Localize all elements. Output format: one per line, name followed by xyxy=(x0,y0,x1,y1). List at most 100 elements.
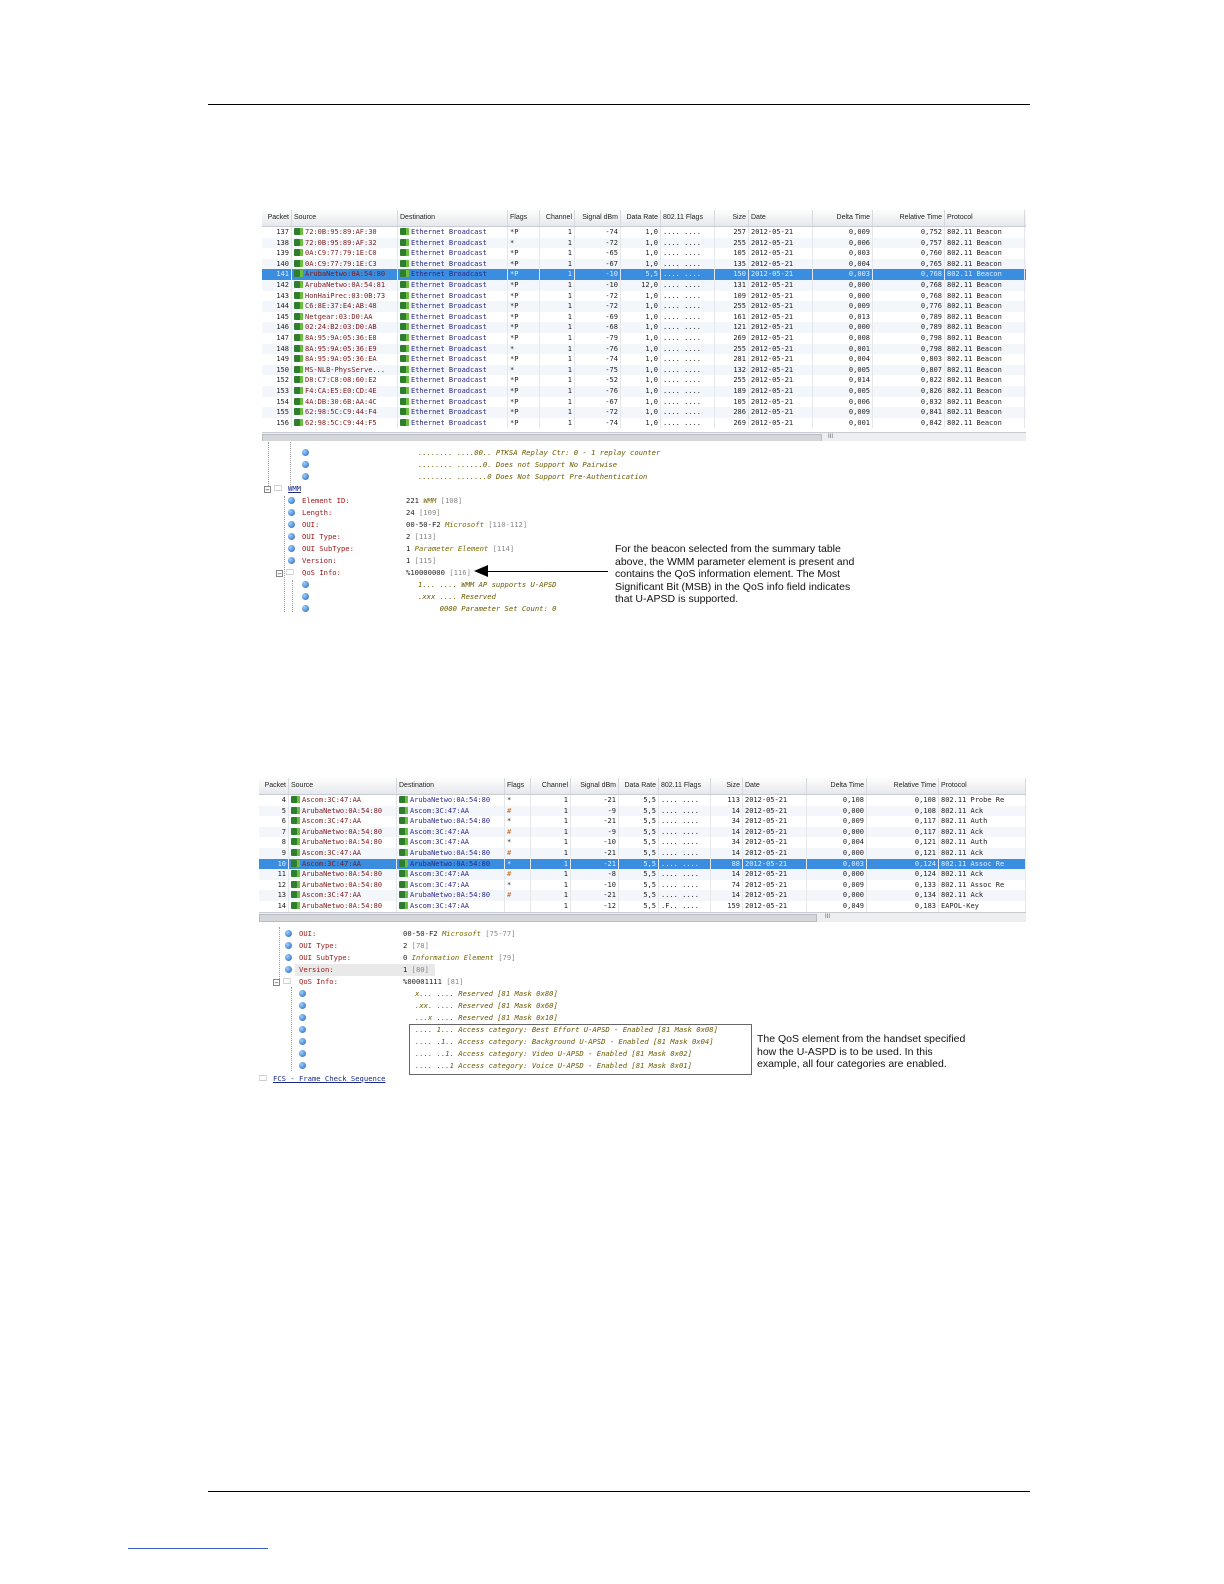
tree-group-fcs[interactable]: 🗀 FCS - Frame Check Sequence xyxy=(259,1073,559,1085)
table-row[interactable]: 13 Ascom:3C:47:AA ArubaNetwo:0A:54:80 #1 -21… xyxy=(259,890,1026,901)
column-header-flags[interactable]: Flags xyxy=(508,210,540,226)
column-header-date[interactable]: Date xyxy=(749,210,813,226)
packet-list-beacons[interactable]: Packet Source Destination Flags Channel Signa… xyxy=(262,210,1026,441)
footer-link-underline[interactable] xyxy=(128,1548,268,1549)
table-row[interactable]: 140 0A:C9:77:79:1E:C3 Ethernet Broadcast *P… xyxy=(262,258,1026,270)
table-row[interactable]: 14 ArubaNetwo:0A:54:80 Ascom:3C:47:AA 1 -12 5… xyxy=(259,901,1026,912)
column-header-flags-80211[interactable]: 802.11 Flags xyxy=(661,210,715,226)
column-header-source[interactable]: Source xyxy=(289,778,397,794)
table-row[interactable]: 143 HonHaiPrec:03:0B:73 Ethernet Broadcast… xyxy=(262,290,1026,302)
horizontal-scrollbar[interactable]: III xyxy=(259,912,1026,922)
column-header-packet[interactable]: Packet xyxy=(259,778,289,794)
column-header-delta[interactable]: Delta Time xyxy=(807,778,867,794)
cell-destination: Ascom:3C:47:AA xyxy=(397,837,505,848)
tree-field[interactable]: OUI SubType: 0 Information Element [79] xyxy=(259,952,999,964)
table-row[interactable]: 5 ArubaNetwo:0A:54:80 Ascom:3C:47:AA #1 -9 5,… xyxy=(259,805,1026,817)
cell-size: 105 xyxy=(715,396,749,408)
column-header-relative[interactable]: Relative Time xyxy=(873,210,945,226)
table-row[interactable]: 149 8A:95:9A:05:36:EA Ethernet Broadcast *P… xyxy=(262,354,1026,365)
tree-group-wmm[interactable]: − 🗀 WMM xyxy=(262,483,462,495)
table-row[interactable]: 147 8A:95:9A:05:36:E8 Ethernet Broadcast *P… xyxy=(262,333,1026,344)
field-offset: [110-112] xyxy=(488,520,528,529)
collapse-icon[interactable]: − xyxy=(264,486,271,494)
column-header-flags-80211[interactable]: 802.11 Flags xyxy=(659,778,711,794)
table-row[interactable]: 153 F4:CA:E5:E0:CD:4E Ethernet Broadcast *P… xyxy=(262,386,1026,397)
column-header-protocol[interactable]: Protocol xyxy=(945,210,1025,226)
tree-field[interactable]: Element ID: 221 WMM [108] xyxy=(262,495,1002,507)
collapse-icon[interactable]: − xyxy=(273,979,280,987)
tree-field[interactable]: OUI: 00-50-F2 Microsoft [75-77] xyxy=(259,928,999,940)
tree-field[interactable]: − 🗀 QoS Info: %10000000 [116] xyxy=(262,567,1002,579)
column-header-packet[interactable]: Packet xyxy=(262,210,292,226)
tree-field[interactable]: OUI Type: 2 [113] xyxy=(262,531,1002,543)
cell-destination: Ascom:3C:47:AA xyxy=(397,901,505,912)
collapse-icon[interactable]: − xyxy=(276,570,283,578)
table-row[interactable]: 11 ArubaNetwo:0A:54:80 Ascom:3C:47:AA #1 -8 5… xyxy=(259,869,1026,880)
column-header-delta[interactable]: Delta Time xyxy=(813,210,873,226)
table-row[interactable]: 146 02:24:B2:03:D0:AB Ethernet Broadcast *P… xyxy=(262,322,1026,333)
table-row[interactable]: 6 Ascom:3C:47:AA ArubaNetwo:0A:54:80 * 1 -21 5… xyxy=(259,816,1026,827)
table-row[interactable]: 142 ArubaNetwo:0A:54:81 Ethernet Broadcast… xyxy=(262,280,1026,291)
tree-field[interactable]: − 🗀 QoS Info: %00001111 [81] xyxy=(259,976,999,988)
cell-date: 2012-05-21 xyxy=(749,407,813,418)
table-row[interactable]: 141 ArubaNetwo:0A:54:80 Ethernet Broadcast… xyxy=(262,269,1026,280)
cell-source: ArubaNetwo:0A:54:80 xyxy=(289,869,397,880)
column-header-size[interactable]: Size xyxy=(711,778,743,794)
table-row[interactable]: 144 C6:8E:37:E4:AB:48 Ethernet Broadcast *P… xyxy=(262,301,1026,312)
cell-flags-80211: .... .... xyxy=(661,311,715,323)
table-row[interactable]: 9 Ascom:3C:47:AA ArubaNetwo:0A:54:80 #1 -21 5… xyxy=(259,848,1026,859)
cell-destination: Ethernet Broadcast xyxy=(398,407,508,418)
tree-field[interactable]: Length: 24 [109] xyxy=(262,507,1002,519)
column-header-source[interactable]: Source xyxy=(292,210,398,226)
table-row[interactable]: 137 72:0B:95:89:AF:30 Ethernet Broadcast *P… xyxy=(262,227,1026,238)
table-row[interactable]: 155 62:98:5C:C9:44:F4 Ethernet Broadcast *P… xyxy=(262,407,1026,418)
table-row[interactable]: 150 MS-NLB-PhysServe... Ethernet Broadcast… xyxy=(262,364,1026,376)
table-row[interactable]: 152 D8:C7:C8:08:60:E2 Ethernet Broadcast *P… xyxy=(262,375,1026,386)
tree-field[interactable]: OUI SubType: 1 Parameter Element [114] xyxy=(262,543,1002,555)
horizontal-scrollbar[interactable]: III xyxy=(262,432,1026,441)
tree-field[interactable]: OUI Type: 2 [78] xyxy=(259,940,999,952)
decode-tree-qos[interactable]: OUI: 00-50-F2 Microsoft [75-77] OUI Type: 2… xyxy=(259,927,1026,1087)
table-row[interactable]: 145 Netgear:03:D0:AA Ethernet Broadcast *P 1… xyxy=(262,311,1026,323)
bit-line: ........ ......0. Does not Support No Pa… xyxy=(262,459,1022,471)
table-row[interactable]: 7 ArubaNetwo:0A:54:80 Ascom:3C:47:AA #1 -9 5,… xyxy=(259,826,1026,838)
column-header-channel[interactable]: Channel xyxy=(531,778,571,794)
table-row[interactable]: 12 ArubaNetwo:0A:54:80 Ascom:3C:47:AA * 1 -10… xyxy=(259,879,1026,891)
tree-field[interactable]: OUI: 00-50-F2 Microsoft [110-112] xyxy=(262,519,1002,531)
column-header-signal[interactable]: Signal dBm xyxy=(571,778,619,794)
table-row[interactable]: 156 62:98:5C:C9:44:F5 Ethernet Broadcast *P… xyxy=(262,417,1026,429)
table-row[interactable]: 8 ArubaNetwo:0A:54:80 Ascom:3C:47:AA * 1 -10 5… xyxy=(259,837,1026,848)
table-row[interactable]: 154 4A:DB:30:6B:AA:4C Ethernet Broadcast *P… xyxy=(262,396,1026,408)
table-row[interactable]: 10 Ascom:3C:47:AA ArubaNetwo:0A:54:80 * 1 -21… xyxy=(259,858,1026,870)
table-row[interactable]: 4 Ascom:3C:47:AA ArubaNetwo:0A:54:80 * 1 -21 5… xyxy=(259,795,1026,806)
cell-delta: 0,005 xyxy=(813,364,873,376)
network-node-icon xyxy=(294,302,303,310)
table-row[interactable]: 148 8A:95:9A:05:36:E9 Ethernet Broadcast * 1… xyxy=(262,343,1026,355)
cell-delta: 0,004 xyxy=(807,837,867,848)
column-header-destination[interactable]: Destination xyxy=(397,778,505,794)
table-row[interactable]: 138 72:0B:95:89:AF:32 Ethernet Broadcast * 1… xyxy=(262,237,1026,249)
destination-address: Ethernet Broadcast xyxy=(411,355,487,364)
source-address: ArubaNetwo:0A:54:80 xyxy=(302,838,383,847)
column-header-relative[interactable]: Relative Time xyxy=(867,778,939,794)
cell-size: 14 xyxy=(711,805,743,817)
column-header-protocol[interactable]: Protocol xyxy=(939,778,1026,794)
decode-tree-wmm[interactable]: ........ ....00.. PTKSA Replay Ctr: 0 - … xyxy=(262,442,1026,612)
column-header-date[interactable]: Date xyxy=(743,778,807,794)
column-header-rate[interactable]: Data Rate xyxy=(619,778,659,794)
scrollbar-grip-icon: III xyxy=(825,914,831,920)
scrollbar-thumb[interactable] xyxy=(262,434,822,441)
tree-field[interactable]: Version: 1 [115] xyxy=(262,555,1002,567)
field-value: 0 xyxy=(403,953,408,962)
column-header-size[interactable]: Size xyxy=(715,210,749,226)
scrollbar-thumb[interactable] xyxy=(259,914,817,922)
reserved-bit: ...x .... Reserved [81 Mask 0x10] xyxy=(259,1012,1019,1024)
tree-field[interactable]: Version: 1 [80] xyxy=(259,964,999,976)
column-header-destination[interactable]: Destination xyxy=(398,210,508,226)
packet-list-association[interactable]: Packet Source Destination Flags Channel Signa… xyxy=(259,778,1026,927)
table-row[interactable]: 139 0A:C9:77:79:1E:C0 Ethernet Broadcast *P… xyxy=(262,248,1026,259)
column-header-flags[interactable]: Flags xyxy=(505,778,531,794)
column-header-rate[interactable]: Data Rate xyxy=(621,210,661,226)
column-header-channel[interactable]: Channel xyxy=(540,210,575,226)
column-header-signal[interactable]: Signal dBm xyxy=(575,210,621,226)
